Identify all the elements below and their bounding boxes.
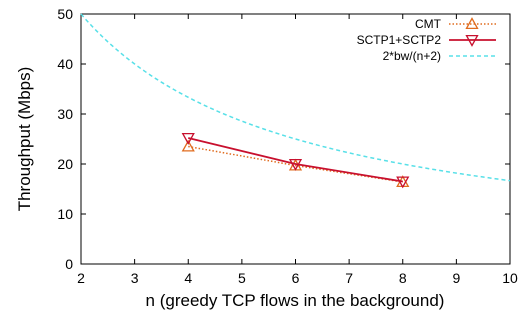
- series-line: [188, 145, 403, 183]
- y-tick-label: 30: [57, 106, 73, 122]
- x-tick-label: 2: [77, 270, 85, 286]
- x-tick-label: 5: [238, 270, 246, 286]
- data-point: [288, 158, 303, 171]
- y-axis-title: Throughput (Mbps): [15, 67, 34, 212]
- legend: CMT SCTP1+SCTP2 2*bw/(n+2): [357, 17, 496, 63]
- data-point: [181, 132, 195, 145]
- x-tick-label: 8: [399, 270, 407, 286]
- x-tick-label: 9: [452, 270, 460, 286]
- x-tick-label: 6: [292, 270, 300, 286]
- x-tick-label: 3: [131, 270, 139, 286]
- legend-label: CMT: [415, 17, 442, 31]
- series-3: [80, 13, 511, 182]
- x-tick-label: 10: [502, 270, 518, 286]
- y-tick-label: 0: [65, 256, 73, 272]
- legend-marker: [465, 17, 479, 30]
- series-2: [181, 132, 410, 189]
- data-point: [181, 139, 195, 152]
- y-tick-label: 20: [57, 156, 73, 172]
- series-layer: [80, 13, 511, 189]
- axis-ticks: 2 3 4 5 6 7 8 9 10 0 10 20 30 40 50: [57, 6, 518, 286]
- series-line: [80, 13, 511, 182]
- data-point: [396, 176, 410, 189]
- y-tick-label: 10: [57, 206, 73, 222]
- legend-marker: [465, 34, 479, 47]
- x-axis-title: n (greedy TCP flows in the background): [146, 291, 445, 310]
- x-tick-label: 4: [184, 270, 192, 286]
- x-tick-label: 7: [345, 270, 353, 286]
- legend-label: SCTP1+SCTP2: [357, 33, 442, 47]
- y-tick-label: 50: [57, 6, 73, 22]
- series-line: [188, 137, 403, 183]
- y-tick-label: 40: [57, 56, 73, 72]
- plot-frame: [80, 13, 511, 265]
- legend-label: 2*bw/(n+2): [383, 49, 441, 63]
